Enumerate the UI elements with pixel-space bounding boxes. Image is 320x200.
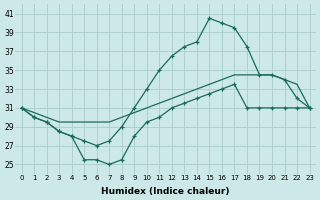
X-axis label: Humidex (Indice chaleur): Humidex (Indice chaleur) (101, 187, 230, 196)
